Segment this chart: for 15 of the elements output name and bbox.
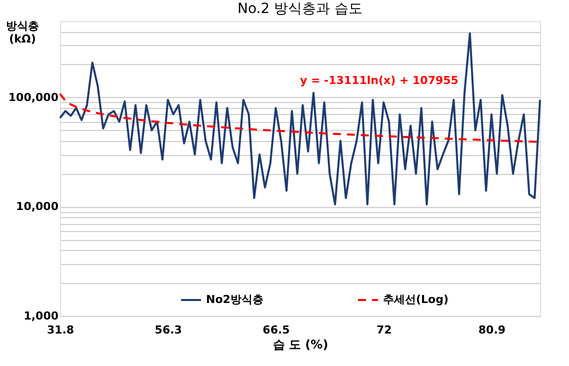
legend-label: No2방식층 [206, 293, 264, 306]
line-series [59, 32, 541, 206]
x-tick-label: 80.9 [478, 324, 506, 336]
y-tick-label: 100,000 [8, 90, 59, 104]
x-axis-title: 습 도 (%) [272, 338, 328, 352]
x-tick-label: 31.8 [46, 324, 74, 336]
x-tick-label: 56.3 [154, 324, 182, 336]
annotation: y = -13111ln(x) + 107955 [300, 74, 458, 87]
y-tick-label: 1,000 [24, 310, 59, 322]
y-tick-label: 10,000 [16, 200, 59, 214]
legend-label: 추세선(Log) [383, 293, 448, 306]
y-axis-title: 방식층 (kΩ) [6, 20, 39, 46]
x-tick-label: 72 [376, 324, 392, 336]
chart-title: No.2 방식층과 습도 [237, 1, 363, 17]
x-tick-label: 66.5 [262, 324, 290, 336]
